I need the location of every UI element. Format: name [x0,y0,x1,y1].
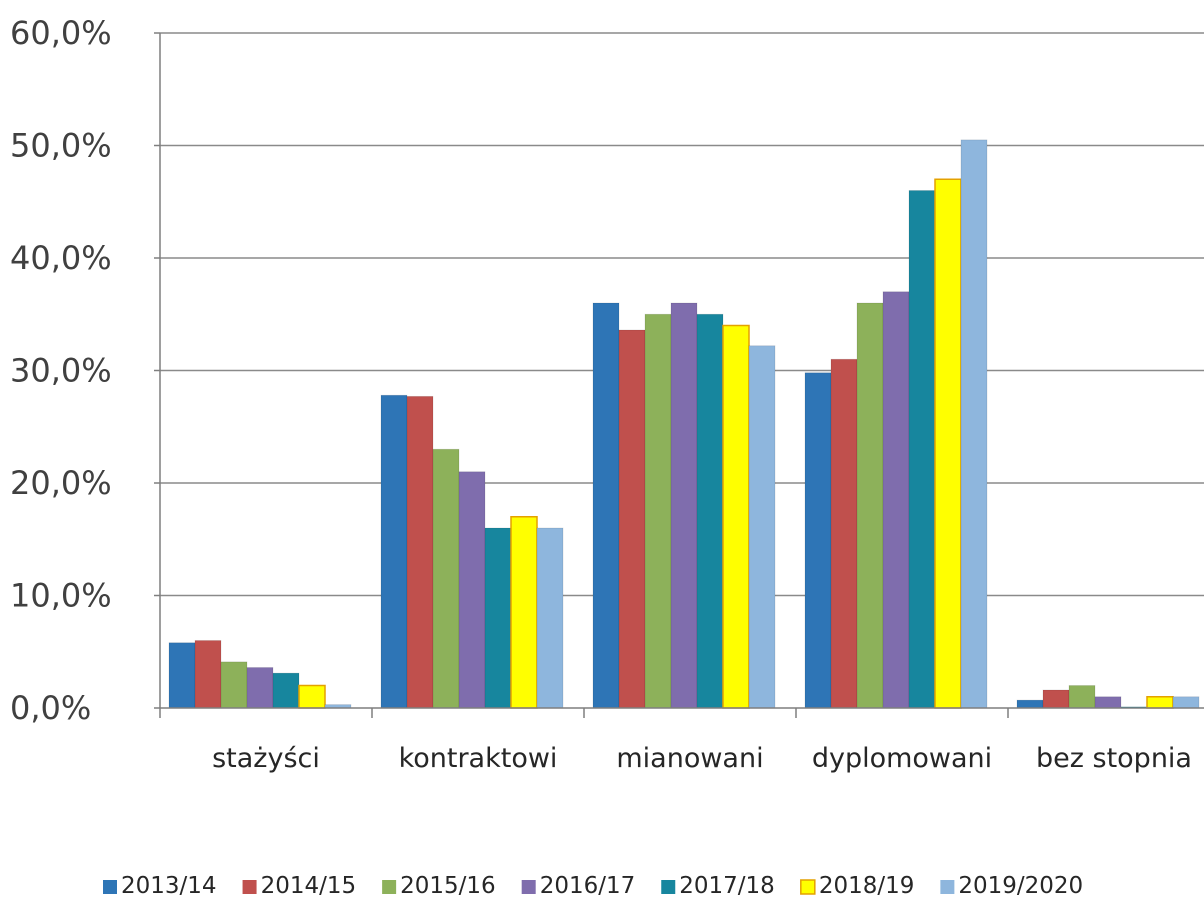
y-tick-label: 0,0% [10,689,91,727]
bar [1068,685,1096,709]
bar [644,313,672,709]
bar [830,358,858,709]
bar [618,329,646,709]
bar [220,661,248,709]
legend-label: 2015/16 [400,873,496,899]
bar [1094,696,1122,709]
legend-swatch [661,880,676,894]
bar [432,448,460,709]
legend-item: 2015/16 [382,873,496,899]
legend-item: 2013/14 [103,873,217,899]
bar [592,302,620,709]
bar [748,345,776,709]
legend-swatch [382,880,397,894]
legend-label: 2017/18 [679,873,775,899]
x-tick-label: dyplomowani [812,743,992,774]
bar [1042,689,1070,709]
bar [960,139,988,709]
y-tick-label: 60,0% [10,14,112,52]
y-axis-tick-labels: 0,0% 10,0% 20,0% 30,0% 40,0% 50,0% 60,0% [10,14,112,727]
y-tick-label: 20,0% [10,464,112,502]
bar [406,395,434,709]
y-tick-label: 10,0% [10,577,112,615]
legend: 2013/14 2014/15 2015/16 2016/17 2017/18 2018/… [103,873,1083,899]
bar [934,178,962,709]
bar [722,324,750,709]
bar [1146,696,1174,709]
legend-label: 2013/14 [121,873,217,899]
bar [856,302,884,709]
x-tick-label: kontraktowi [399,743,558,774]
bar [458,471,486,709]
legend-swatch [800,879,816,895]
y-tick-label: 50,0% [10,127,112,165]
legend-label: 2018/19 [819,873,915,899]
legend-swatch [242,880,257,894]
bar [168,642,196,709]
bar [246,667,274,709]
bar [272,672,300,709]
bar [1016,699,1044,709]
legend-item: 2017/18 [661,873,775,899]
y-tick-label: 40,0% [10,239,112,277]
bar [298,684,326,709]
x-axis-tick-labels: stażyści kontraktowi mianowani dyplomowani b… [212,743,1192,774]
bar [194,640,222,709]
bar [1172,696,1200,709]
axes [154,32,1204,718]
y-tick-label: 30,0% [10,352,112,390]
bar [804,372,832,709]
bars [168,139,1200,709]
legend-item: 2016/17 [521,873,636,899]
bar [696,313,724,709]
legend-item: 2018/19 [800,873,915,899]
bar [510,516,538,709]
bar [484,527,512,709]
legend-item: 2014/15 [242,873,357,899]
bar [882,291,910,709]
x-tick-label: stażyści [212,743,320,774]
bar [908,190,936,709]
x-tick-label: bez stopnia [1036,743,1192,774]
bar [536,527,564,709]
bar [380,394,408,709]
legend-swatch [103,880,117,894]
legend-swatch [940,880,955,894]
legend-label: 2016/17 [540,873,636,899]
bar [670,302,698,709]
legend-label: 2019/2020 [958,873,1083,899]
legend-item: 2019/2020 [940,873,1083,899]
legend-swatch [521,880,536,894]
x-tick-label: mianowani [616,743,763,774]
legend-label: 2014/15 [261,873,357,899]
